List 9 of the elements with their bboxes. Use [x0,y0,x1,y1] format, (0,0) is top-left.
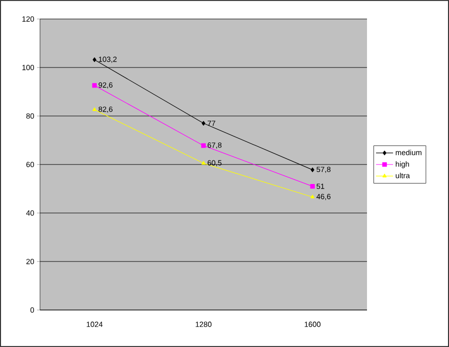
point [310,194,315,198]
point [92,57,96,62]
point [310,184,315,189]
point [201,143,206,148]
point [202,120,206,126]
point [201,160,206,165]
point [92,83,97,88]
point [310,168,314,172]
point [92,107,97,111]
